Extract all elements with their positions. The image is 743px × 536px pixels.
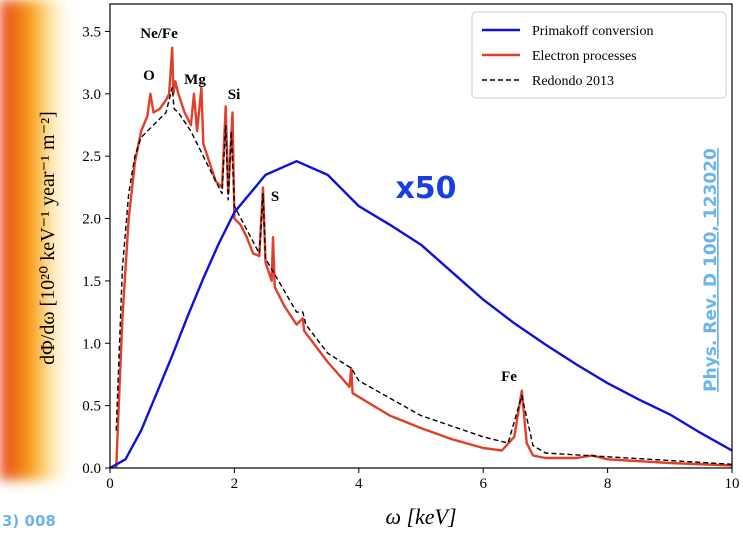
peak-label: Mg <box>184 72 206 88</box>
y-tick-label: 2.0 <box>82 212 101 228</box>
y-tick-label: 2.5 <box>82 149 101 165</box>
side-text-left: 3) 008 <box>2 512 56 530</box>
y-axis-label: dΦ/dω [10²⁰ keV⁻¹ year⁻¹ m⁻²] <box>37 111 59 365</box>
peak-label: Ne/Fe <box>140 26 178 42</box>
series-line <box>115 46 733 469</box>
x-tick-label: 2 <box>231 476 239 492</box>
series-line <box>109 160 733 470</box>
background-glow <box>0 0 70 480</box>
series-line <box>115 86 733 465</box>
plot-frame <box>109 3 733 469</box>
y-tick-label: 3.0 <box>82 87 101 103</box>
y-tick-label: 1.5 <box>82 274 101 290</box>
x-tick-label: 10 <box>725 476 740 492</box>
x-tick-label: 0 <box>106 476 114 492</box>
citation: Phys. Rev. D 100, 123020 <box>701 148 721 392</box>
peak-label: S <box>271 189 279 205</box>
y-tick-label: 3.5 <box>82 24 101 40</box>
peak-label: Si <box>228 87 241 103</box>
scale-note: x50 <box>395 171 456 206</box>
legend-label: Electron processes <box>532 49 637 64</box>
y-tick-label: 1.0 <box>82 336 101 352</box>
y-tick-label: 0.5 <box>82 399 101 415</box>
x-tick-label: 6 <box>479 476 487 492</box>
x-tick-label: 4 <box>355 476 363 492</box>
legend-label: Primakoff conversion <box>532 24 653 39</box>
legend-label: Redondo 2013 <box>532 74 614 89</box>
x-tick-label: 8 <box>604 476 612 492</box>
legend-box <box>471 11 727 99</box>
x-axis-label: ω [keV] <box>385 504 456 529</box>
peak-label: Fe <box>501 369 517 385</box>
y-tick-label: 0.0 <box>82 461 101 477</box>
peak-label: O <box>143 68 155 84</box>
